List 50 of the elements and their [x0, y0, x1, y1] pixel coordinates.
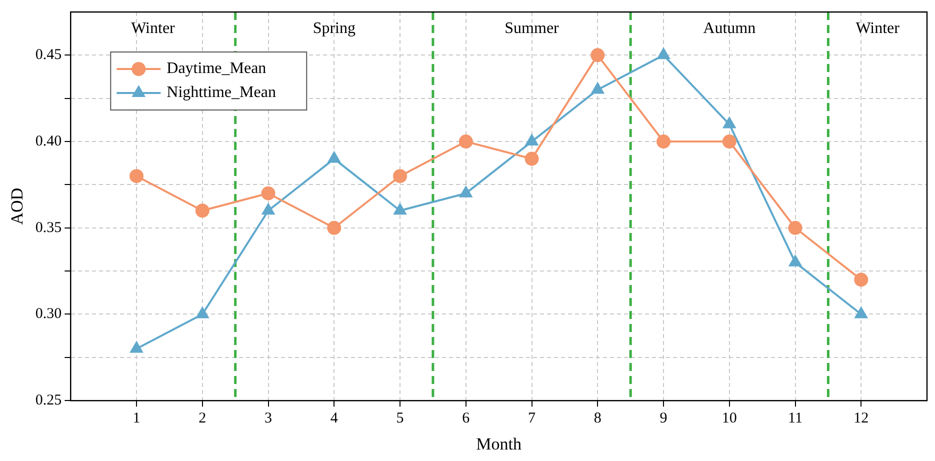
- x-tick-label: 3: [264, 410, 272, 427]
- annotation: Winter: [856, 20, 900, 38]
- point: [591, 82, 604, 94]
- point: [393, 169, 408, 184]
- x-tick-label: 4: [330, 410, 338, 427]
- legend-label: Daytime_Mean: [166, 60, 266, 78]
- point: [788, 220, 802, 235]
- x-tick-label: 1: [132, 410, 140, 427]
- y-tick-label: 0.25: [35, 392, 62, 409]
- point: [261, 186, 276, 200]
- x-axis-title: Month: [476, 434, 522, 454]
- y-tick-label: 0.45: [35, 47, 62, 64]
- point: [722, 134, 736, 149]
- point: [130, 342, 143, 353]
- point: [328, 152, 340, 163]
- point: [327, 220, 342, 235]
- annotation: Autumn: [703, 20, 756, 38]
- x-tick-label: 10: [722, 410, 737, 427]
- x-tick-label: 2: [198, 410, 206, 427]
- point: [458, 134, 473, 149]
- point: [262, 204, 274, 215]
- x-tick-label: 9: [660, 410, 668, 427]
- point: [195, 204, 210, 218]
- x-tick-label: 7: [528, 410, 536, 427]
- point: [854, 307, 868, 318]
- x-tick-label: 12: [854, 410, 869, 427]
- annotation: Winter: [131, 20, 176, 38]
- x-tick-label: 11: [788, 410, 802, 427]
- point: [723, 117, 736, 128]
- y-axis-title: AOD: [8, 188, 27, 225]
- point: [656, 134, 671, 149]
- x-tick-label: 6: [462, 410, 470, 427]
- point: [854, 272, 868, 287]
- point: [789, 255, 802, 266]
- point: [130, 169, 144, 184]
- point: [590, 48, 605, 62]
- x-tick-label: 8: [594, 410, 602, 427]
- y-tick-label: 0.35: [35, 220, 62, 236]
- annotation: Spring: [312, 20, 356, 38]
- point: [657, 48, 670, 60]
- y-tick-label: 0.30: [35, 306, 62, 322]
- y-tick-label: 0.40: [35, 133, 62, 150]
- x-tick-label: 5: [396, 410, 404, 427]
- point: [460, 186, 472, 198]
- point: [526, 134, 538, 146]
- annotation: Summer: [504, 20, 560, 38]
- point: [524, 152, 539, 166]
- point: [394, 204, 406, 215]
- point: [196, 307, 209, 318]
- legend-label: Nighttime_Mean: [166, 84, 276, 102]
